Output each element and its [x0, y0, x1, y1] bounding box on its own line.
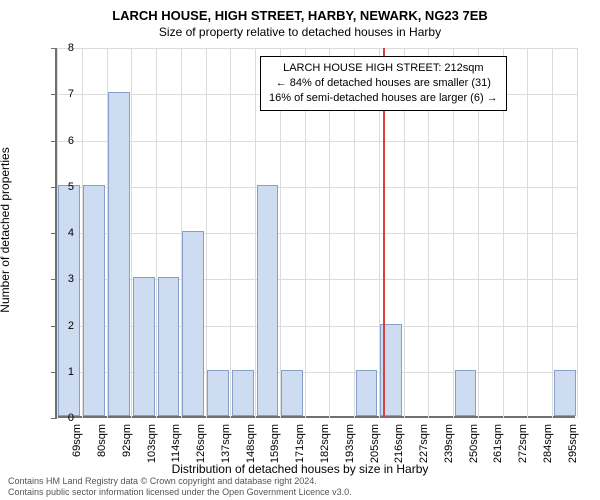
gridline-v	[577, 48, 578, 418]
gridline-v	[206, 48, 207, 418]
ytick-label: 2	[54, 320, 74, 332]
ytick-label: 7	[54, 88, 74, 100]
xtick-label: 272sqm	[517, 424, 529, 463]
xtick-label: 182sqm	[319, 424, 331, 463]
gridline-v	[527, 48, 528, 418]
bar	[133, 277, 155, 416]
xtick-label: 114sqm	[170, 424, 182, 462]
y-axis-label: Number of detached properties	[0, 147, 12, 312]
xtick-label: 103sqm	[146, 424, 158, 463]
gridline-v	[552, 48, 553, 418]
ytick-label: 4	[54, 227, 74, 239]
bar	[281, 370, 303, 416]
gridline-h	[57, 233, 577, 234]
bar	[158, 277, 180, 416]
xtick-label: 159sqm	[269, 424, 281, 463]
gridline-h	[57, 187, 577, 188]
xtick-label: 148sqm	[245, 424, 257, 463]
bar	[232, 370, 254, 416]
annotation-line2: ← 84% of detached houses are smaller (31…	[269, 76, 498, 91]
bar	[554, 370, 576, 416]
xtick-label: 227sqm	[418, 424, 430, 463]
xtick-label: 250sqm	[468, 424, 480, 463]
xtick-label: 239sqm	[443, 424, 455, 463]
annotation-line3: 16% of semi-detached houses are larger (…	[269, 91, 498, 106]
annotation-line1: LARCH HOUSE HIGH STREET: 212sqm	[269, 61, 498, 76]
ytick-label: 8	[54, 42, 74, 54]
xtick-label: 284sqm	[542, 424, 554, 463]
footer-attribution: Contains HM Land Registry data © Crown c…	[8, 476, 352, 498]
bar	[257, 185, 279, 416]
xtick-label: 193sqm	[344, 424, 356, 463]
footer-line1: Contains HM Land Registry data © Crown c…	[8, 476, 352, 487]
annotation-box: LARCH HOUSE HIGH STREET: 212sqm ← 84% of…	[260, 56, 507, 111]
bar	[83, 185, 105, 416]
chart-area: LARCH HOUSE HIGH STREET: 212sqm ← 84% of…	[55, 48, 575, 418]
chart-subtitle: Size of property relative to detached ho…	[0, 23, 600, 39]
xtick-label: 261sqm	[492, 424, 504, 463]
xtick-label: 137sqm	[220, 424, 232, 463]
xtick-label: 92sqm	[121, 424, 133, 457]
ytick-label: 6	[54, 135, 74, 147]
bar	[207, 370, 229, 416]
xtick-label: 126sqm	[195, 424, 207, 463]
xtick-label: 171sqm	[294, 424, 306, 463]
bar	[108, 92, 130, 416]
gridline-h	[57, 48, 577, 49]
ytick-label: 5	[54, 181, 74, 193]
xtick-label: 295sqm	[567, 424, 579, 463]
chart-title: LARCH HOUSE, HIGH STREET, HARBY, NEWARK,…	[0, 0, 600, 23]
xtick-label: 205sqm	[369, 424, 381, 463]
xtick-label: 69sqm	[71, 424, 83, 457]
x-axis-label: Distribution of detached houses by size …	[0, 462, 600, 476]
xtick-label: 216sqm	[393, 424, 405, 463]
ytick-label: 1	[54, 366, 74, 378]
bar	[182, 231, 204, 416]
footer-line2: Contains public sector information licen…	[8, 487, 352, 498]
gridline-h	[57, 141, 577, 142]
xtick-label: 80sqm	[96, 424, 108, 457]
bar	[455, 370, 477, 416]
bar	[356, 370, 378, 416]
bar	[58, 185, 80, 416]
ytick-label: 0	[54, 412, 74, 424]
ytick-label: 3	[54, 273, 74, 285]
gridline-v	[230, 48, 231, 418]
